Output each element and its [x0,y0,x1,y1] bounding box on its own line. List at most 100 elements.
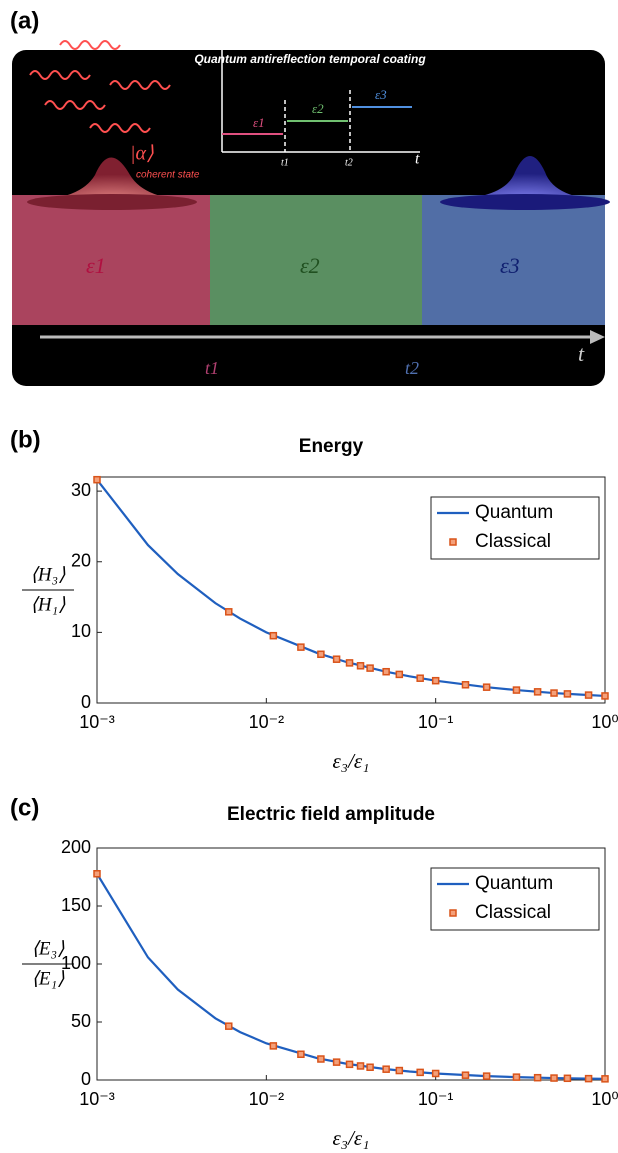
pulse-3 [440,156,610,200]
x-axis-label: ε₃/ε₁ [333,749,370,773]
data-point [601,692,609,700]
legend-marker [449,909,457,917]
legend-label: Quantum [475,873,553,894]
data-point [332,1058,341,1066]
y-tick-label: 150 [61,895,91,915]
data-point [550,1074,558,1082]
data-point [533,688,542,696]
state-label: |α⟩ [130,143,154,165]
panel-label: (c) [10,794,39,821]
data-point [93,475,101,484]
slab-1-label: ε1 [86,253,106,278]
data-point [317,1055,325,1063]
x-tick-label: 10⁻³ [79,712,115,732]
y-tick-label: 30 [71,480,91,500]
y-tick-label: 0 [81,692,91,712]
data-point [512,1073,521,1081]
inset-eps-1: ε1 [253,115,265,130]
data-point [366,1063,374,1071]
time-axis-label: t [578,341,585,366]
inset-t1: t1 [281,157,289,168]
y-axis-label-denominator: ⟨E₁⟩ [31,968,65,989]
legend-label: Quantum [475,502,553,523]
data-point [550,689,558,697]
data-point [563,1074,572,1083]
data-point [345,1060,354,1069]
state-caption: coherent state [136,170,200,181]
slab-1 [12,195,210,325]
data-point [482,683,491,691]
data-point [366,664,374,672]
data-point [382,667,390,676]
y-axis-label-numerator: ⟨E₃⟩ [31,938,65,959]
data-point [601,1075,609,1083]
y-tick-label: 0 [81,1069,91,1089]
inset-axes [221,25,420,153]
inset-axis-label: ε [212,22,218,37]
panel-label: (a) [10,7,39,34]
data-point [332,655,341,663]
x-tick-label: 10⁻² [249,712,285,732]
slab-2 [210,195,422,325]
illustration-title: Quantum antireflection temporal coating [194,52,426,66]
time-2-label: t2 [405,358,419,378]
data-point [533,1073,542,1082]
inset-eps-2: ε2 [312,101,324,116]
y-axis-label-numerator: ⟨H₃⟩ [30,564,66,585]
legend-label: Classical [475,902,551,923]
data-point [416,1068,424,1077]
data-point [356,1062,365,1070]
y-tick-label: 20 [71,551,91,571]
data-point [584,691,593,699]
data-point [225,608,233,616]
y-tick-label: 200 [61,837,91,857]
data-point [345,659,354,667]
data-point [431,676,440,685]
data-point [297,1050,305,1058]
y-tick-label: 100 [61,953,91,973]
pulse-1 [30,157,195,200]
inset-time-label: t [415,151,420,168]
data-point [584,1074,593,1083]
data-point [225,1022,233,1030]
time-arrow [590,330,605,344]
x-tick-label: 10⁻¹ [418,1089,454,1109]
data-point [269,1042,278,1050]
x-tick-label: 10⁻¹ [418,712,454,732]
data-point [93,870,101,878]
pulse-3-base [440,194,610,210]
data-point [482,1072,491,1080]
y-tick-label: 50 [71,1011,91,1031]
chart-title: Energy [299,436,364,457]
data-point [317,650,325,659]
data-point [395,1066,404,1075]
x-tick-label: 10⁻³ [79,1089,115,1109]
data-point [563,690,572,698]
legend-box [430,496,600,560]
pulse-1-base [27,194,197,210]
slab-2-label: ε2 [300,253,320,278]
slab-3 [422,195,605,325]
x-tick-label: 10⁰ [591,712,618,732]
panel-label: (b) [10,426,41,453]
data-point [297,643,305,651]
inset-eps-3: ε3 [375,87,387,102]
legend-marker [449,538,457,546]
data-point [461,1071,470,1079]
data-point [269,631,278,640]
inset-t2: t2 [345,157,353,168]
data-point [416,674,424,682]
data-point [395,670,404,679]
time-1-label: t1 [205,358,219,378]
data-point [461,681,470,689]
y-axis-label-denominator: ⟨H₁⟩ [30,594,66,615]
y-tick-label: 10 [71,621,91,641]
x-tick-label: 10⁰ [591,1089,618,1109]
x-axis-label: ε₃/ε₁ [333,1126,370,1150]
chart-title: Electric field amplitude [227,804,435,825]
data-point [356,662,365,670]
data-point [512,686,521,694]
legend-box [430,867,600,931]
